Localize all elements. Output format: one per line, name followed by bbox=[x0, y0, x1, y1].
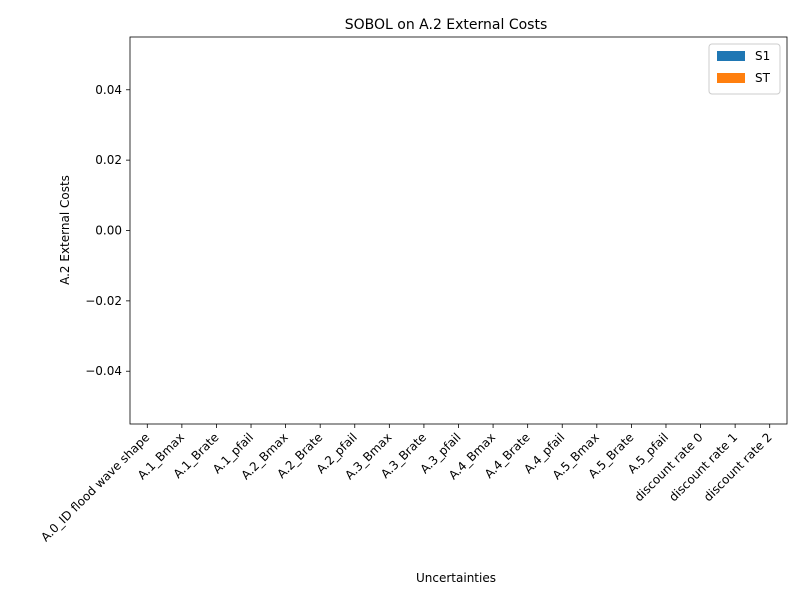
y-tick-label: 0.02 bbox=[95, 153, 122, 167]
legend-swatch-st bbox=[717, 73, 745, 83]
y-tick-label: −0.04 bbox=[85, 364, 122, 378]
y-tick-label: −0.02 bbox=[85, 294, 122, 308]
legend-label-s1: S1 bbox=[755, 49, 770, 63]
legend: S1 ST bbox=[708, 43, 781, 95]
legend-label-st: ST bbox=[755, 71, 771, 85]
legend-swatch-s1 bbox=[717, 51, 745, 61]
y-tick-label: 0.04 bbox=[95, 83, 122, 97]
y-tick-label: 0.00 bbox=[95, 224, 122, 238]
y-axis-label: A.2 External Costs bbox=[58, 175, 72, 285]
chart-title: SOBOL on A.2 External Costs bbox=[345, 17, 548, 33]
x-axis-label: Uncertainties bbox=[416, 571, 496, 585]
y-axis: 0.04 0.02 0.00 −0.02 −0.04 bbox=[85, 83, 130, 378]
